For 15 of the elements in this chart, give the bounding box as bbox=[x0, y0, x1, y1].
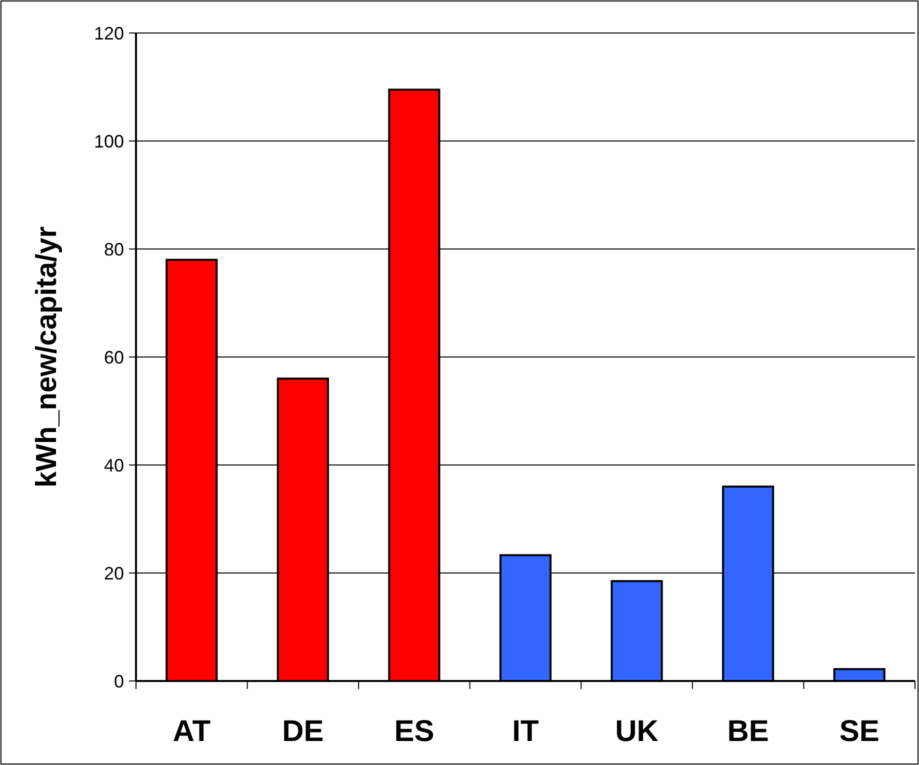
y-tick-label: 60 bbox=[104, 347, 124, 368]
x-tick-label: ES bbox=[394, 715, 434, 748]
y-tick-label: 20 bbox=[104, 563, 124, 584]
y-tick-label: 0 bbox=[114, 671, 124, 692]
x-tick-label: DE bbox=[282, 715, 324, 748]
x-tick-label: IT bbox=[512, 715, 539, 748]
y-tick-label: 40 bbox=[104, 455, 124, 476]
y-tick-label: 80 bbox=[104, 239, 124, 260]
x-tick-label: AT bbox=[172, 715, 211, 748]
y-axis-title: kWh_new/capita/yr bbox=[31, 226, 63, 488]
x-tick-label: BE bbox=[727, 715, 769, 748]
y-tick-label: 100 bbox=[94, 131, 124, 152]
x-tick-label: SE bbox=[839, 715, 880, 748]
y-tick-label: 120 bbox=[94, 23, 124, 44]
x-tick-label: UK bbox=[615, 715, 659, 748]
